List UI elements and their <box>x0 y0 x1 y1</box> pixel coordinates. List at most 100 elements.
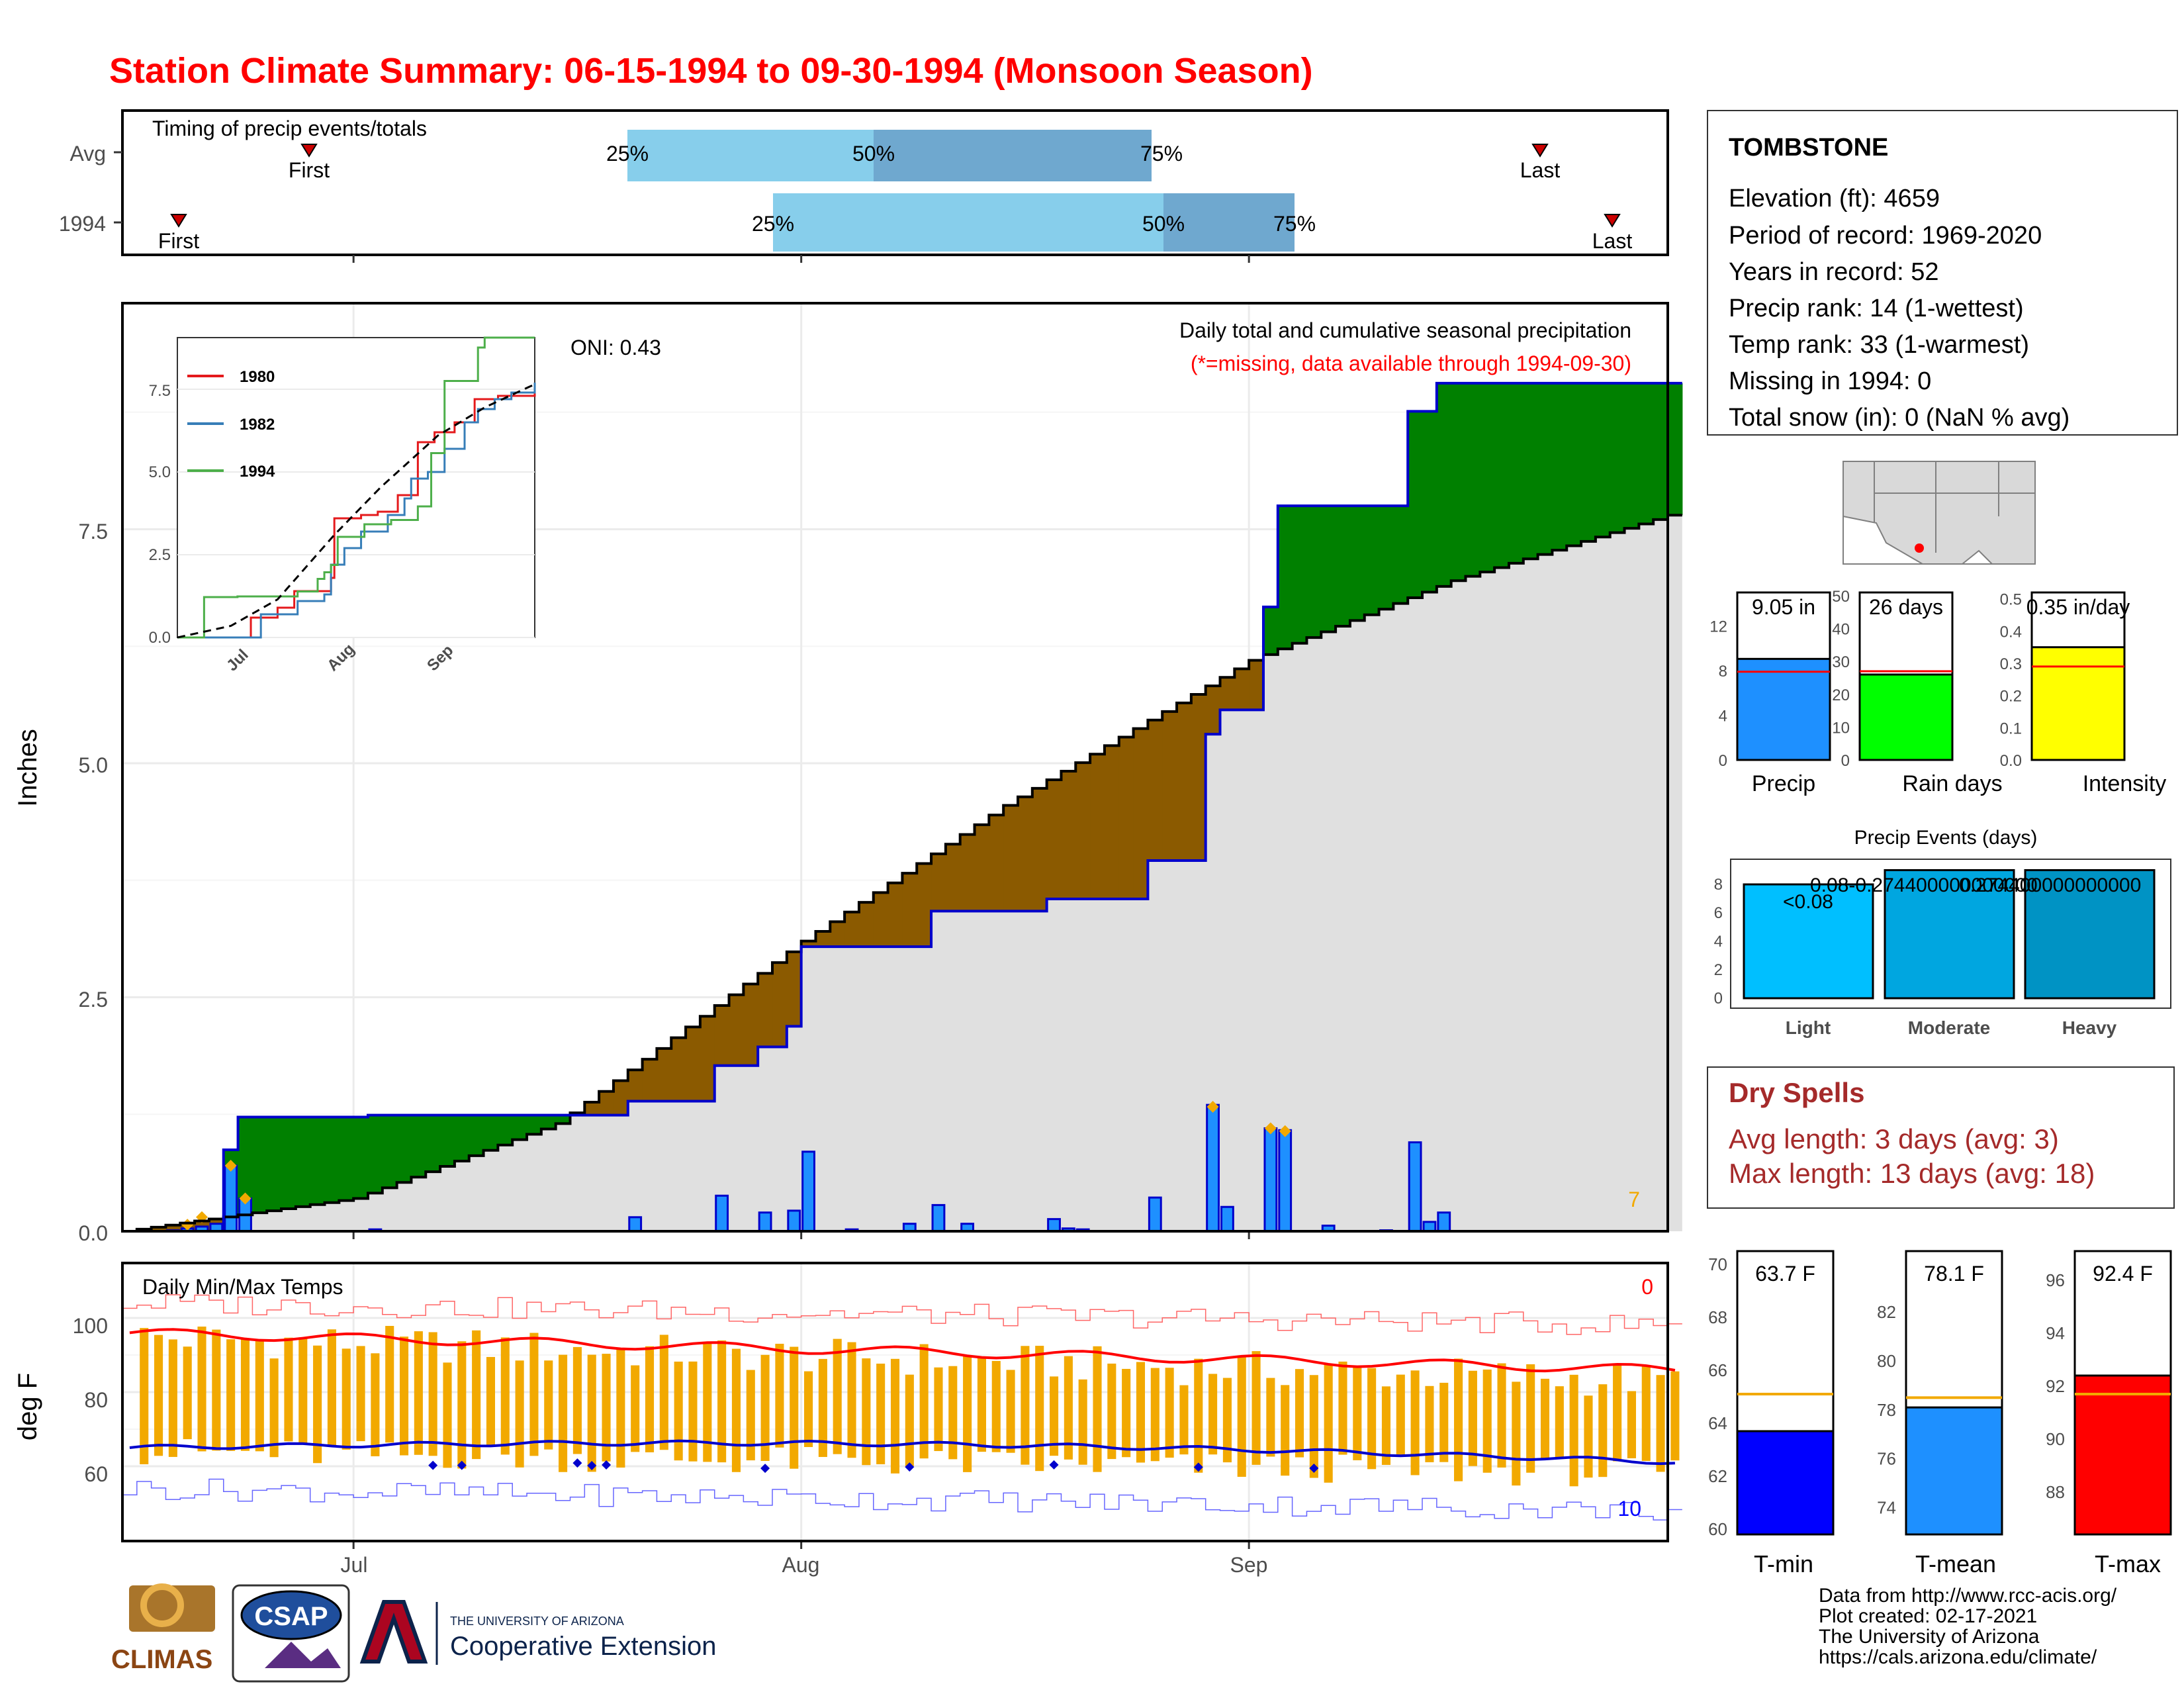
surplus-segment <box>295 1117 311 1207</box>
deficit-segment <box>1191 694 1206 861</box>
deficit-segment <box>743 984 758 1066</box>
daily-temp-bar-20 <box>414 1331 423 1455</box>
station-precip-rank: Precip rank: 14 (1-wettest) <box>1729 295 2024 322</box>
deficit-segment <box>786 951 802 1027</box>
surplus-segment <box>1508 383 1524 563</box>
inset-chart: 0.0 2.5 5.0 7.5 Jul Aug Sep 1980 1982 19… <box>149 336 536 675</box>
daily-temp-bar-98 <box>1540 1378 1550 1459</box>
daily-temp-bar-32 <box>587 1354 596 1472</box>
record-low-marker-7 <box>1049 1460 1059 1470</box>
surplus-segment <box>1306 506 1322 638</box>
daily-temp-bar-22 <box>443 1362 452 1468</box>
surplus-segment <box>1610 383 1625 533</box>
daily-temp-bar-102 <box>1598 1384 1608 1477</box>
temp-summary-bar-1 <box>1905 1406 2003 1536</box>
surplus-segment <box>440 1115 455 1167</box>
observed-cumulative-line <box>122 381 1682 1233</box>
temp-summary-ytick-1-1: 76 <box>1877 1449 1896 1469</box>
surplus-segment <box>1349 506 1365 621</box>
daily-temp-bar-38 <box>674 1361 683 1461</box>
daily-temp-bar-48 <box>818 1358 827 1457</box>
daily-precip-bar-7 <box>628 1216 643 1233</box>
deficit-segment <box>642 1059 658 1102</box>
events-ytick-4: 8 <box>1714 876 1723 894</box>
daily-temp-bar-39 <box>688 1361 698 1462</box>
mexico-region <box>1843 515 1925 565</box>
deficit-segment <box>1075 763 1091 900</box>
record-low-marker-5 <box>760 1464 770 1474</box>
surplus-segment <box>1552 383 1567 551</box>
temp-summary-ytick-2-1: 90 <box>2046 1429 2065 1449</box>
daily-temp-bar-23 <box>457 1341 467 1469</box>
surplus-segment <box>310 1117 326 1205</box>
events-ytick-2: 4 <box>1714 933 1723 951</box>
daily-precip-bar-20 <box>1206 1103 1220 1233</box>
deficit-segment <box>772 962 788 1047</box>
daily-temp-bar-31 <box>572 1346 582 1454</box>
daily-precip-bar-8 <box>715 1194 729 1233</box>
summary-label-1: Rain days <box>1902 771 2002 796</box>
daily-temp-bar-27 <box>515 1360 524 1468</box>
avg-high-line <box>129 1328 1676 1373</box>
temp-summary-ytick-1-3: 80 <box>1877 1351 1896 1371</box>
daily-temp-bar-11 <box>284 1337 293 1442</box>
daily-temp-bar-68 <box>1107 1363 1116 1460</box>
daily-temp-bar-41 <box>717 1340 727 1463</box>
daily-precip-bar-22 <box>1263 1127 1278 1233</box>
summary-ytick-1-4: 40 <box>1832 621 1850 639</box>
deficit-segment <box>1234 669 1250 710</box>
deficit-segment <box>858 902 874 947</box>
inset-legend-1982: 1982 <box>240 416 275 434</box>
ua-big-text: Cooperative Extension <box>450 1632 716 1661</box>
surplus-segment <box>238 1117 253 1215</box>
station-name: TOMBSTONE <box>1729 134 1888 162</box>
daily-temp-bar-21 <box>428 1332 437 1456</box>
daily-temp-bar-81 <box>1295 1369 1304 1458</box>
inset-legend-1980: 1980 <box>240 368 275 386</box>
daily-temp-bar-8 <box>240 1338 250 1451</box>
temp-y-axis-label: deg F <box>13 1373 42 1440</box>
daily-temp-bar-73 <box>1179 1385 1189 1455</box>
locator-map <box>1843 461 2036 565</box>
surplus-segment <box>469 1115 484 1156</box>
temp-summary-ytick-0-0: 60 <box>1708 1519 1727 1539</box>
surplus-segment <box>1436 383 1452 586</box>
daily-temp-bar-49 <box>833 1338 842 1454</box>
surplus-segment <box>426 1115 441 1172</box>
daily-temp-bar-35 <box>631 1365 640 1452</box>
precip-events-title: Precip Events (days) <box>1854 827 2038 849</box>
inset-content <box>177 336 536 639</box>
temp-summary-ytick-1-0: 74 <box>1877 1497 1896 1517</box>
deficit-segment <box>729 994 744 1066</box>
inset-frame <box>177 337 535 638</box>
deficit-segment <box>1148 720 1163 861</box>
y1994-q50-label: 50% <box>1142 212 1185 236</box>
daily-temp-bar-46 <box>790 1346 799 1469</box>
surplus-segment <box>411 1115 426 1178</box>
avg-q50-label: 50% <box>852 142 895 165</box>
deficit-segment <box>1118 737 1134 900</box>
daily-temp-bar-51 <box>862 1358 871 1466</box>
avg-q25-label: 25% <box>606 142 649 165</box>
climas-logo-text: CLIMAS <box>111 1645 212 1674</box>
daily-precip-bar-21 <box>1220 1205 1234 1233</box>
y1994-first-label: First <box>158 229 199 253</box>
temperature-bar-charts: 63.7 F T-min 60 62 64 66 68 70 78.1 F T-mean 74 76 7… <box>1708 1250 2172 1577</box>
temp-summary-ytick-2-3: 94 <box>2046 1323 2065 1343</box>
inset-ytick-2: 5.0 <box>149 463 171 481</box>
mexico-region-east <box>1960 549 1994 565</box>
deficit-segment <box>627 1070 643 1102</box>
summary-ytick-0-3: 12 <box>1709 618 1727 636</box>
summary-ytick-2-5: 0.5 <box>2000 591 2022 609</box>
avg-q75-label: 75% <box>1140 142 1183 165</box>
summary-ytick-2-3: 0.3 <box>2000 655 2022 673</box>
record-low-marker-3 <box>587 1461 597 1471</box>
summary-label-0: Precip <box>1752 771 1815 796</box>
precip-events-chart: Precip Events (days) 0 2 4 6 8 Light Moderate H… <box>1714 827 2171 1038</box>
daily-temp-bar-61 <box>1006 1370 1015 1453</box>
precip-subtitle: Daily total and cumulative seasonal prec… <box>1179 318 1631 342</box>
inset-line-1980 <box>177 393 536 639</box>
daily-temp-bar-34 <box>616 1348 625 1468</box>
daily-precip-bar-16 <box>1047 1218 1061 1233</box>
summary-ytick-2-4: 0.4 <box>2000 623 2022 641</box>
